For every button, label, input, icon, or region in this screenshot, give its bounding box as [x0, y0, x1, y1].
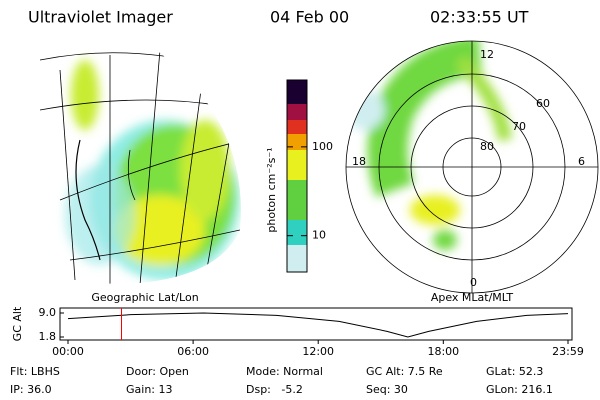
mlt-label: 0: [470, 276, 477, 289]
altitude-line: [67, 312, 569, 338]
x-tick-label: 06:00: [177, 345, 209, 358]
status-field: IP: 36.0: [10, 383, 52, 396]
lat-label: 60: [536, 97, 550, 110]
time: 02:33:55 UT: [430, 8, 529, 27]
x-tick-label: 00:00: [52, 345, 84, 358]
polar-caption: Apex MLat/MLT: [431, 291, 514, 304]
geo-caption: Geographic Lat/Lon: [91, 291, 198, 304]
status-field: Flt: LBHS: [10, 365, 60, 378]
y-axis-label: GC Alt: [11, 306, 24, 341]
status-field: Door: Open: [126, 365, 189, 378]
y-tick-label: 9.0: [39, 306, 57, 319]
lat-label: 80: [480, 140, 494, 153]
mlt-label: 6: [578, 155, 585, 168]
status-field: Mode: Normal: [246, 365, 323, 378]
status-field: GLat: 52.3: [486, 365, 543, 378]
status-field: Gain: 13: [126, 383, 173, 396]
y-tick-label: 1.8: [39, 330, 57, 343]
status-field: GLon: 216.1: [486, 383, 553, 396]
date: 04 Feb 00: [270, 8, 349, 27]
x-tick-label: 12:00: [302, 345, 334, 358]
x-tick-label: 18:00: [427, 345, 459, 358]
title: Ultraviolet Imager: [28, 8, 173, 27]
polar-grid: [345, 40, 599, 294]
timeline-frame: [59, 307, 573, 341]
colorbar-tick-label: 100: [312, 140, 333, 153]
x-tick-label: 23:59: [552, 345, 584, 358]
colorbar: [286, 79, 308, 273]
mlt-label: 12: [480, 48, 494, 61]
status-field: GC Alt: 7.5 Re: [366, 365, 443, 378]
mlt-label: 18: [352, 155, 366, 168]
status-field: Seq: 30: [366, 383, 408, 396]
lat-label: 70: [512, 120, 526, 133]
status-field: Dsp: -5.2: [246, 383, 303, 396]
colorbar-label: photon cm⁻²s⁻¹: [265, 147, 278, 232]
colorbar-tick-label: 10: [312, 229, 326, 242]
geo-image: [39, 49, 241, 285]
